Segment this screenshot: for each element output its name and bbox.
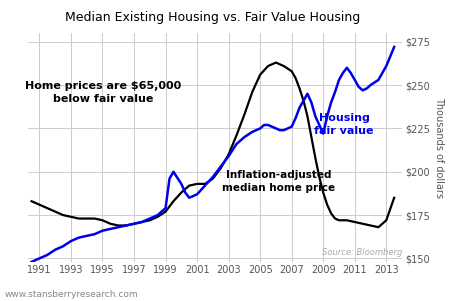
Text: Median Existing Housing vs. Fair Value Housing: Median Existing Housing vs. Fair Value H… <box>65 11 360 23</box>
Text: Housing
fair value: Housing fair value <box>315 113 374 136</box>
Text: www.stansberryresearch.com: www.stansberryresearch.com <box>5 290 139 299</box>
Y-axis label: Thousands of dollars: Thousands of dollars <box>434 97 444 198</box>
Text: Source: Bloomberg: Source: Bloomberg <box>322 248 402 257</box>
Text: Inflation-adjusted
median home price: Inflation-adjusted median home price <box>222 170 335 194</box>
Text: Home prices are $65,000
below fair value: Home prices are $65,000 below fair value <box>25 81 181 104</box>
